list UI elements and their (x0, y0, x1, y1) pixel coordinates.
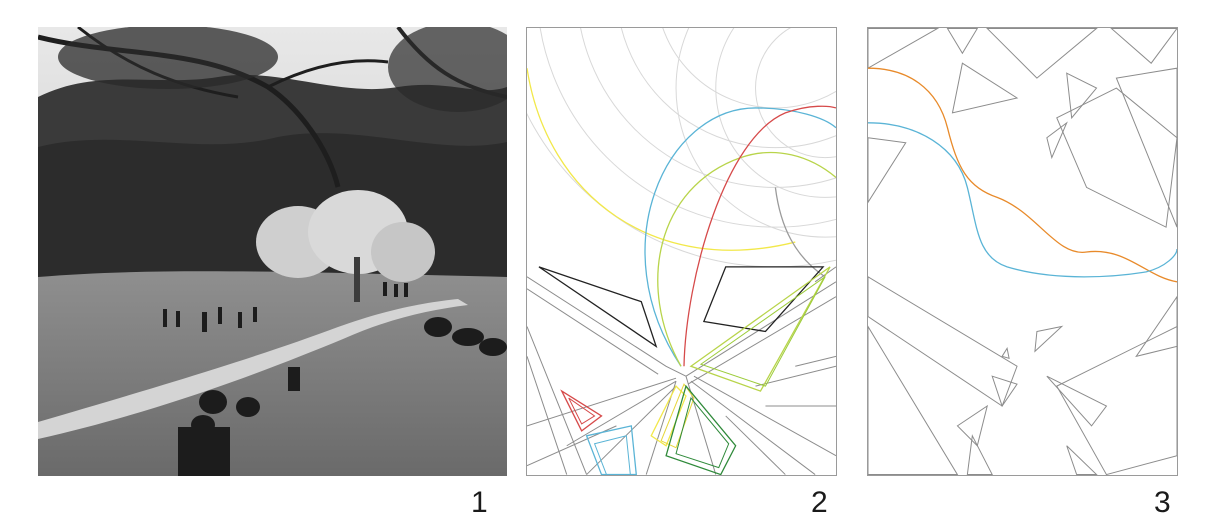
analysis-drawing (526, 27, 837, 476)
panel-label-2: 2 (811, 486, 828, 519)
panel-label-1: 1 (471, 486, 488, 519)
park-photo-illustration (38, 27, 507, 476)
park-photo (38, 27, 507, 476)
analysis-drawing-lines (527, 28, 836, 475)
path-drawing (867, 27, 1178, 476)
path-drawing-lines (868, 28, 1177, 475)
panel-label-3: 3 (1154, 486, 1171, 519)
